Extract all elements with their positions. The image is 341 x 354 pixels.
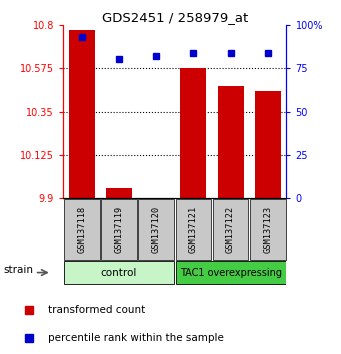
Bar (218, 86, 243, 198)
Bar (255, 91, 281, 198)
Text: strain: strain (3, 265, 33, 275)
FancyBboxPatch shape (213, 199, 249, 259)
FancyBboxPatch shape (250, 199, 286, 259)
Text: GSM137123: GSM137123 (263, 206, 272, 253)
Text: percentile rank within the sample: percentile rank within the sample (48, 333, 224, 343)
FancyBboxPatch shape (138, 199, 174, 259)
Text: TAC1 overexpressing: TAC1 overexpressing (180, 268, 282, 278)
FancyBboxPatch shape (176, 261, 286, 285)
Bar (69, 30, 95, 198)
FancyBboxPatch shape (64, 199, 100, 259)
Text: GSM137118: GSM137118 (77, 206, 86, 253)
Bar (180, 68, 206, 198)
Text: GSM137119: GSM137119 (115, 206, 123, 253)
FancyBboxPatch shape (101, 199, 137, 259)
Bar (106, 188, 132, 198)
FancyBboxPatch shape (64, 261, 174, 285)
Text: GSM137120: GSM137120 (152, 206, 161, 253)
Text: transformed count: transformed count (48, 305, 145, 315)
Text: control: control (101, 268, 137, 278)
Text: GSM137121: GSM137121 (189, 206, 198, 253)
FancyBboxPatch shape (176, 199, 211, 259)
Title: GDS2451 / 258979_at: GDS2451 / 258979_at (102, 11, 248, 24)
Text: GSM137122: GSM137122 (226, 206, 235, 253)
